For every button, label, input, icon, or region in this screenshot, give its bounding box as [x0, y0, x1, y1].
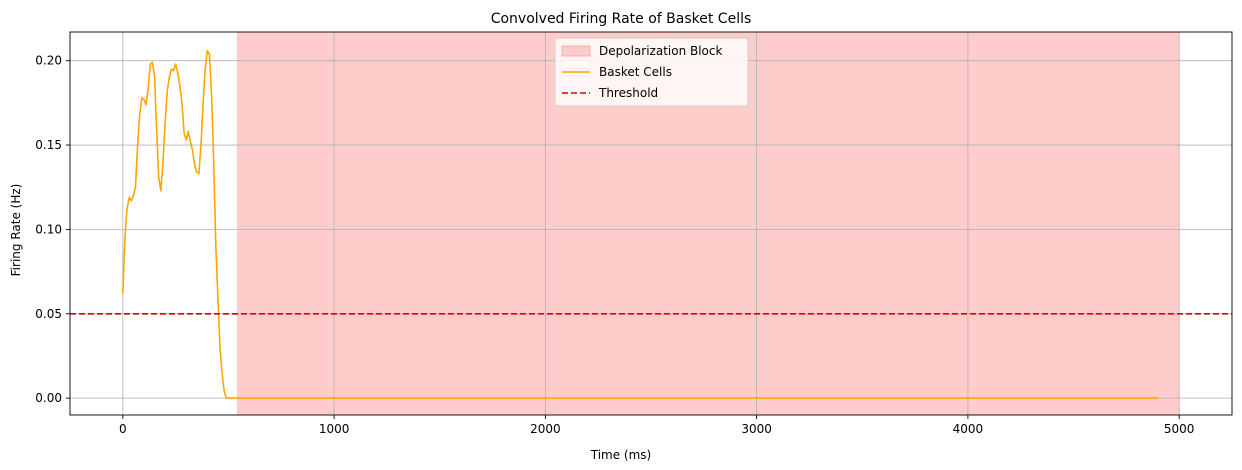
basket-cells-line	[122, 49, 1159, 399]
x-tick-label: 3000	[741, 422, 772, 436]
plot-frame	[69, 31, 1233, 416]
x-tick-label: 5000	[1164, 422, 1195, 436]
legend-entry-label: Depolarization Block	[599, 44, 722, 58]
x-tick-label: 1000	[319, 422, 350, 436]
y-axis-label: Firing Rate (Hz)	[9, 184, 23, 277]
y-tick-label: 0.20	[35, 54, 62, 68]
y-tick-label: 0.05	[35, 307, 62, 321]
x-axis-label: Time (ms)	[590, 448, 652, 462]
y-tick-label: 0.00	[35, 391, 62, 405]
y-tick-label: 0.15	[35, 138, 62, 152]
legend-entry-label: Basket Cells	[599, 65, 672, 79]
legend-box	[554, 37, 749, 107]
x-tick-label: 4000	[953, 422, 984, 436]
x-tick-label: 0	[119, 422, 127, 436]
x-tick-label: 2000	[530, 422, 561, 436]
legend-entry-label: Threshold	[598, 86, 658, 100]
legend-depolarization-swatch	[561, 45, 591, 57]
y-tick-label: 0.10	[35, 222, 62, 236]
chart-title: Convolved Firing Rate of Basket Cells	[491, 11, 752, 27]
